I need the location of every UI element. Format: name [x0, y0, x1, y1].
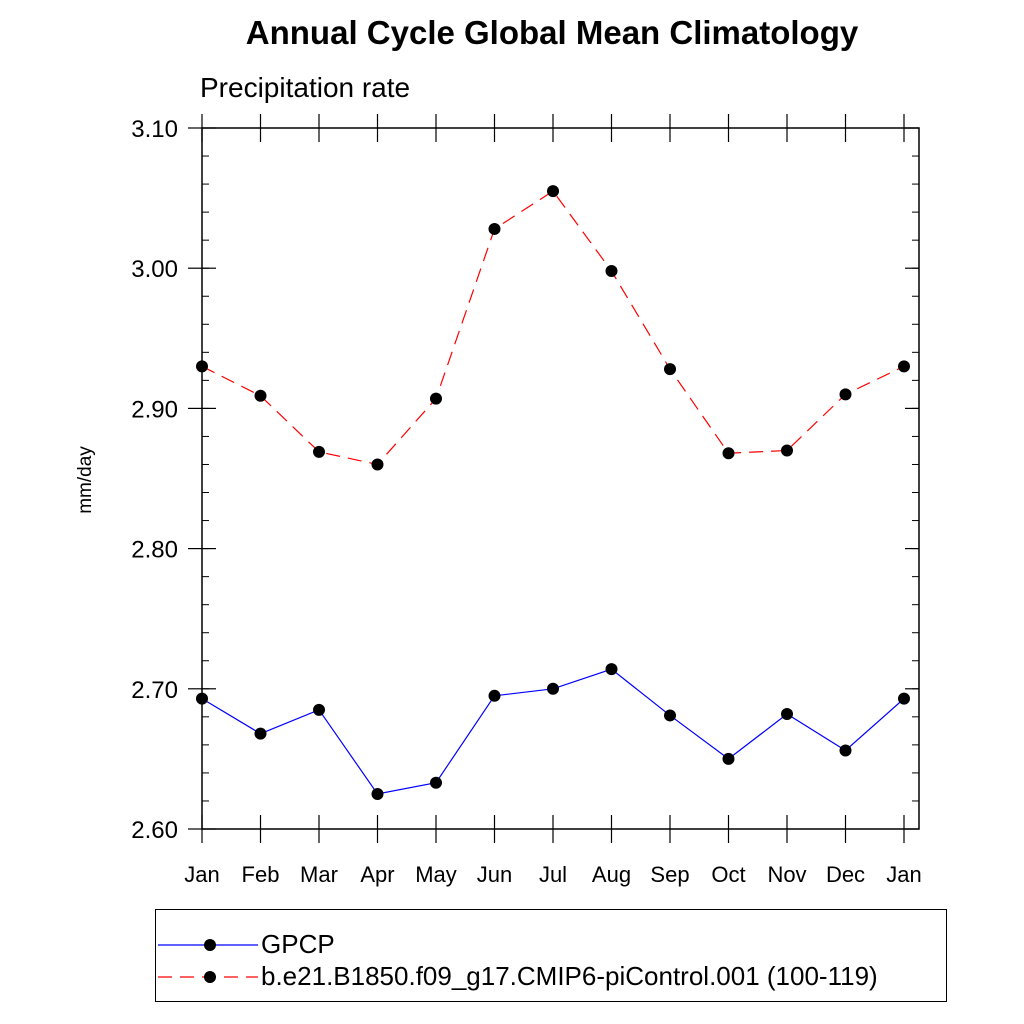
series-1-point	[547, 185, 559, 198]
x-tick-label: Oct	[711, 862, 745, 887]
series-1-point	[371, 458, 384, 471]
x-tick-label: Jun	[477, 862, 512, 887]
series-0-point	[839, 744, 852, 757]
x-tick-label: Feb	[242, 862, 280, 887]
series-0-point	[781, 708, 793, 721]
series-0-point	[430, 776, 442, 789]
x-tick-label: Jan	[184, 862, 219, 887]
series-0-point	[547, 682, 559, 695]
legend-item-model: b.e21.B1850.f09_g17.CMIP6-piControl.001 …	[156, 956, 946, 996]
series-1-point	[898, 360, 910, 373]
legend: GPCP b.e21.B1850.f09_g17.CMIP6-piControl…	[155, 909, 947, 1002]
y-tick-label: 3.00	[131, 256, 178, 283]
series-0-point	[254, 727, 267, 740]
series-0-point	[664, 709, 676, 722]
x-tick-label: Jan	[886, 862, 921, 887]
x-tick-label: Jul	[539, 862, 567, 887]
x-tick-label: Nov	[767, 862, 806, 887]
series-1-point	[722, 447, 735, 460]
y-tick-label: 2.60	[131, 817, 178, 844]
series-0-point	[722, 752, 735, 765]
series-1-point	[839, 388, 852, 401]
legend-item-gpcp: GPCP	[156, 924, 946, 964]
legend-label-model: b.e21.B1850.f09_g17.CMIP6-piControl.001 …	[261, 961, 878, 991]
legend-swatch-gpcp	[158, 939, 258, 951]
series-1-point	[488, 222, 501, 235]
series-0-point	[313, 703, 325, 716]
chart-title: Annual Cycle Global Mean Climatology	[245, 14, 859, 51]
series-line-1	[201, 190, 905, 466]
legend-swatch-model	[158, 971, 258, 983]
series-0-point	[196, 692, 208, 705]
legend-label-gpcp: GPCP	[261, 929, 335, 959]
x-tick-label: Sep	[650, 862, 689, 887]
series-1-point	[313, 445, 325, 458]
series-0-point	[488, 689, 501, 702]
series-1-point	[430, 392, 442, 405]
plot-frame	[201, 127, 920, 830]
x-tick-label: Apr	[360, 862, 394, 887]
x-tick-label: May	[415, 862, 457, 887]
series-1-point	[254, 389, 267, 402]
series-0-point	[898, 692, 910, 705]
series-1-point	[664, 363, 676, 376]
series-0-point	[371, 787, 384, 800]
series-1-point	[605, 265, 618, 278]
y-tick-label: 2.80	[131, 537, 178, 564]
x-tick-label: Mar	[300, 862, 338, 887]
x-tick-label: Dec	[826, 862, 865, 887]
chart-subtitle: Precipitation rate	[200, 72, 411, 103]
y-tick-label: 2.90	[131, 396, 178, 423]
series-0-point	[605, 663, 618, 676]
y-tick-label: 2.70	[131, 677, 178, 704]
x-tick-label: Aug	[592, 862, 631, 887]
series-1-point	[781, 444, 793, 457]
y-tick-label: 3.10	[131, 116, 178, 143]
series-1-point	[196, 360, 208, 373]
